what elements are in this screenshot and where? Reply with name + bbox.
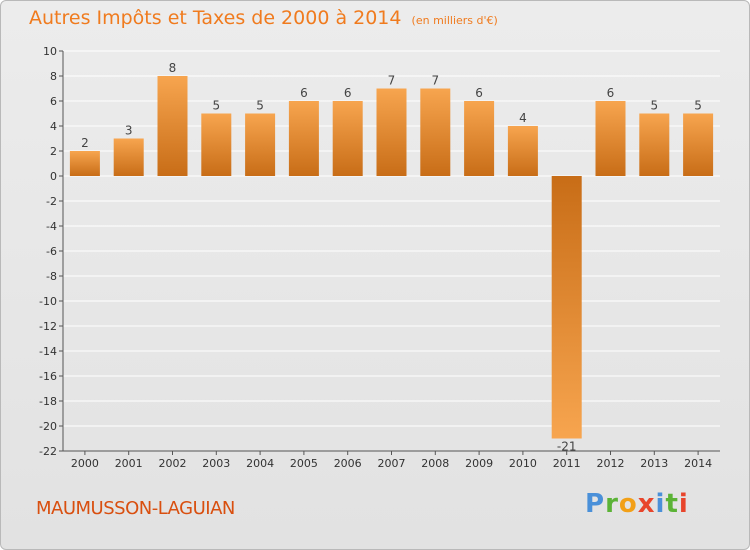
commune-name: MAUMUSSON-LAGUIAN	[36, 498, 235, 519]
x-tick-label: 2009	[465, 457, 493, 470]
x-tick-label: 2005	[290, 457, 318, 470]
x-tick-label: 2000	[71, 457, 99, 470]
x-tick-label: 2007	[378, 457, 406, 470]
chart-subtitle: (en milliers d'€)	[411, 14, 498, 27]
data-label: 2	[81, 136, 89, 150]
y-tick-label: 8	[50, 70, 57, 83]
bar	[464, 101, 495, 176]
y-tick-label: -6	[46, 245, 57, 258]
y-tick-label: 6	[50, 95, 57, 108]
bar	[639, 113, 670, 176]
data-label: 5	[212, 99, 220, 113]
bar	[595, 101, 626, 176]
y-tick-label: -12	[39, 320, 57, 333]
bar-layer	[69, 76, 714, 439]
data-label: 8	[169, 61, 177, 75]
y-tick-label: -10	[39, 295, 57, 308]
chart-title: Autres Impôts et Taxes de 2000 à 2014 (e…	[29, 7, 498, 29]
bar	[332, 101, 363, 176]
data-label: 5	[650, 99, 658, 113]
y-tick-label: 0	[50, 170, 57, 183]
data-label: 3	[125, 124, 133, 138]
y-tick-label: -14	[39, 345, 57, 358]
bar	[113, 138, 144, 176]
x-tick-label: 2010	[509, 457, 537, 470]
bar	[201, 113, 232, 176]
bar	[157, 76, 188, 176]
label-layer: 2 3 8 5 5 6 6 7 7 6 4 -21 6 5 5	[81, 61, 702, 454]
data-label: 5	[256, 99, 264, 113]
y-tick-label: -8	[46, 270, 57, 283]
x-tick-label: 2008	[421, 457, 449, 470]
bar	[683, 113, 714, 176]
data-label: 5	[694, 99, 702, 113]
y-tick-label: -22	[39, 445, 57, 458]
grid-layer	[63, 50, 720, 452]
bar	[420, 88, 451, 176]
y-tick-label: -16	[39, 370, 57, 383]
data-label: 6	[475, 86, 483, 100]
bar	[551, 176, 582, 439]
data-label: 6	[344, 86, 352, 100]
x-tick-label: 2001	[115, 457, 143, 470]
bar	[245, 113, 276, 176]
bar	[69, 151, 100, 176]
data-label: 6	[300, 86, 308, 100]
data-label: 4	[519, 111, 527, 125]
y-tick-label: 2	[50, 145, 57, 158]
axis-layer: 10 8 6 4 2 0 -2 -4 -6 -8 -10 -12 -14 -16 -18 -20 -22 2000…	[39, 45, 720, 470]
x-tick-label: 2012	[597, 457, 625, 470]
data-label: 6	[607, 86, 615, 100]
bar	[288, 101, 319, 176]
x-tick-label: 2002	[159, 457, 187, 470]
chart-title-text: Autres Impôts et Taxes de 2000 à 2014	[29, 7, 402, 29]
bar	[376, 88, 407, 176]
proxiti-logo[interactable]: Proxiti	[585, 489, 689, 519]
y-tick-label: -18	[39, 395, 57, 408]
x-tick-label: 2013	[640, 457, 668, 470]
data-label: -21	[557, 440, 577, 454]
x-tick-label: 2003	[202, 457, 230, 470]
y-tick-label: 4	[50, 120, 57, 133]
y-tick-label: -20	[39, 420, 57, 433]
data-label: 7	[388, 74, 396, 88]
y-tick-label: -2	[46, 195, 57, 208]
bar	[507, 126, 538, 176]
x-tick-label: 2014	[684, 457, 712, 470]
x-tick-label: 2004	[246, 457, 274, 470]
x-tick-label: 2006	[334, 457, 362, 470]
y-tick-label: 10	[43, 45, 57, 58]
x-tick-label: 2011	[553, 457, 581, 470]
data-label: 7	[431, 74, 439, 88]
y-tick-label: -4	[46, 220, 57, 233]
